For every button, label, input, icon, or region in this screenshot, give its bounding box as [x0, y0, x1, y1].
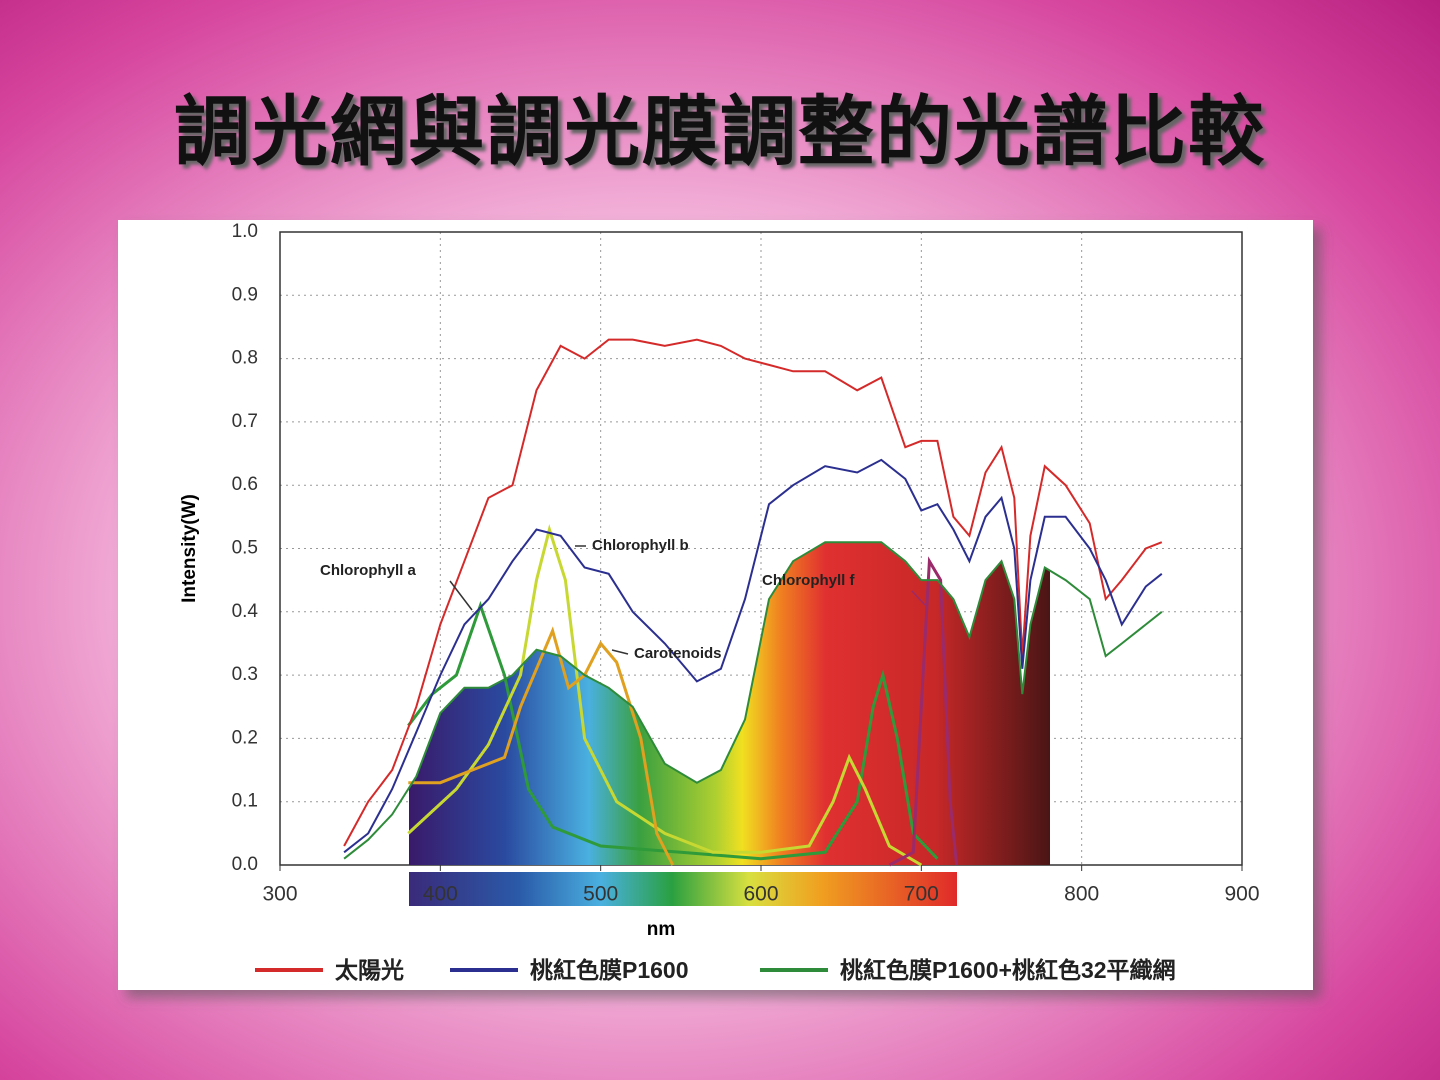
- annotation-leader: [611, 649, 629, 655]
- y-tick-label: 0.8: [232, 348, 258, 369]
- x-tick-label: 600: [743, 883, 778, 906]
- annotation-label: Chlorophyll f: [762, 572, 855, 589]
- annotation-leader: [911, 590, 926, 606]
- annotation-label: Carotenoids: [634, 645, 722, 662]
- y-tick-label: 0.0: [232, 854, 258, 875]
- x-tick-label: 300: [262, 883, 297, 906]
- annotation-label: Chlorophyll b: [592, 537, 689, 554]
- y-tick-label: 0.4: [232, 601, 259, 622]
- x-tick-label: 500: [583, 883, 618, 906]
- annotation-label: Chlorophyll a: [320, 562, 416, 579]
- reference-curve: [407, 524, 923, 867]
- x-tick-label: 700: [904, 883, 939, 906]
- y-tick-label: 0.7: [232, 411, 258, 432]
- legend-label: 桃紅色膜P1600: [530, 957, 689, 983]
- annotation-leader: [449, 580, 473, 611]
- series-line: [343, 458, 1163, 854]
- x-axis-label: nm: [647, 919, 676, 940]
- y-tick-label: 0.9: [232, 284, 258, 305]
- series-line: [343, 338, 1163, 847]
- y-tick-label: 0.2: [232, 727, 258, 748]
- reference-curve: [888, 556, 959, 867]
- y-tick-label: 0.1: [232, 791, 258, 812]
- legend-label: 桃紅色膜P1600+桃紅色32平織網: [840, 957, 1176, 983]
- y-tick-label: 0.5: [232, 538, 258, 559]
- spectrum-bar: [409, 872, 957, 906]
- legend-label: 太陽光: [335, 957, 404, 983]
- series-line: [343, 541, 1163, 860]
- y-tick-label: 0.3: [232, 664, 258, 685]
- y-tick-label: 0.6: [232, 474, 258, 495]
- spectrum-area: [409, 542, 1050, 865]
- slide-title: 調光網與調光膜調整的光譜比較: [174, 87, 1266, 176]
- x-tick-label: 800: [1064, 883, 1099, 906]
- y-axis-label: Intensity(W): [179, 494, 200, 603]
- x-tick-label: 900: [1224, 883, 1259, 906]
- y-tick-label: 1.0: [232, 221, 258, 242]
- x-tick-label: 400: [423, 883, 458, 906]
- reference-curve: [408, 626, 675, 866]
- reference-curve: [407, 600, 939, 861]
